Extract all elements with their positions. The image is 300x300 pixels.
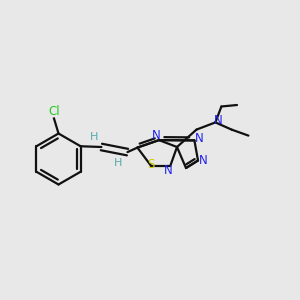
Text: N: N (214, 113, 223, 127)
Text: N: N (164, 164, 172, 177)
Text: N: N (199, 154, 208, 167)
Text: H: H (114, 158, 123, 168)
Text: N: N (194, 131, 203, 145)
Text: Cl: Cl (48, 105, 60, 119)
Text: H: H (89, 132, 98, 142)
Text: S: S (147, 158, 155, 171)
Text: N: N (152, 129, 160, 142)
